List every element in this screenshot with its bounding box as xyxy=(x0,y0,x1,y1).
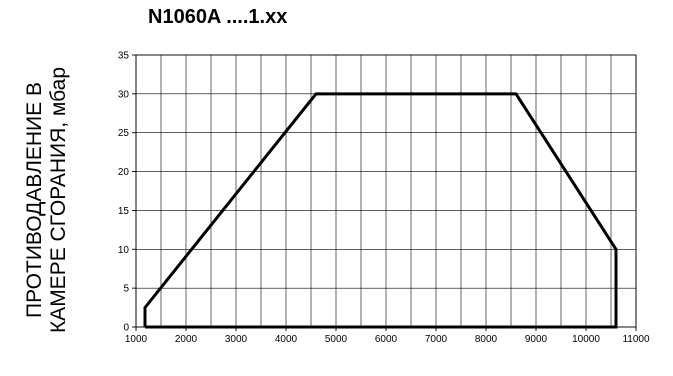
x-tick-label: 2000 xyxy=(175,334,198,345)
x-tick-label: 1000 xyxy=(125,334,148,345)
x-axis-ticks: 1000 2000 3000 4000 5000 6000 7000 8000 9000 1000… xyxy=(125,327,650,345)
x-tick-label: 8000 xyxy=(475,334,498,345)
y-tick-label: 25 xyxy=(118,128,130,139)
y-tick-label: 20 xyxy=(118,167,130,178)
x-tick-label: 7000 xyxy=(425,334,448,345)
x-tick-label: 4000 xyxy=(275,334,298,345)
chart-title: N1060A ....1.xx xyxy=(148,6,288,28)
x-tick-label: 3000 xyxy=(225,334,248,345)
x-tick-label: 5000 xyxy=(325,334,348,345)
y-tick-label: 0 xyxy=(123,323,129,334)
x-tick-label: 11000 xyxy=(622,334,650,345)
grid xyxy=(135,54,637,328)
y-axis-label-line-1: ПРОТИВОДАВЛЕНИЕ В xyxy=(23,82,46,318)
y-tick-label: 10 xyxy=(118,245,130,256)
y-tick-label: 30 xyxy=(118,89,130,100)
y-tick-label: 15 xyxy=(118,206,130,217)
y-tick-label: 5 xyxy=(123,284,129,295)
x-tick-label: 6000 xyxy=(375,334,398,345)
y-axis-label-line-2: КАМЕРЕ СГОРАНИЯ, мбар xyxy=(47,67,70,333)
series-line xyxy=(143,92,618,329)
series xyxy=(143,92,618,329)
y-axis-ticks: 0 5 10 15 20 25 30 35 xyxy=(118,51,136,334)
x-tick-label: 9000 xyxy=(525,334,548,345)
y-tick-label: 35 xyxy=(118,51,130,62)
y-axis-label: ПРОТИВОДАВЛЕНИЕ В КАМЕРЕ СГОРАНИЯ, мбар xyxy=(23,67,70,333)
x-tick-label: 10000 xyxy=(572,334,600,345)
